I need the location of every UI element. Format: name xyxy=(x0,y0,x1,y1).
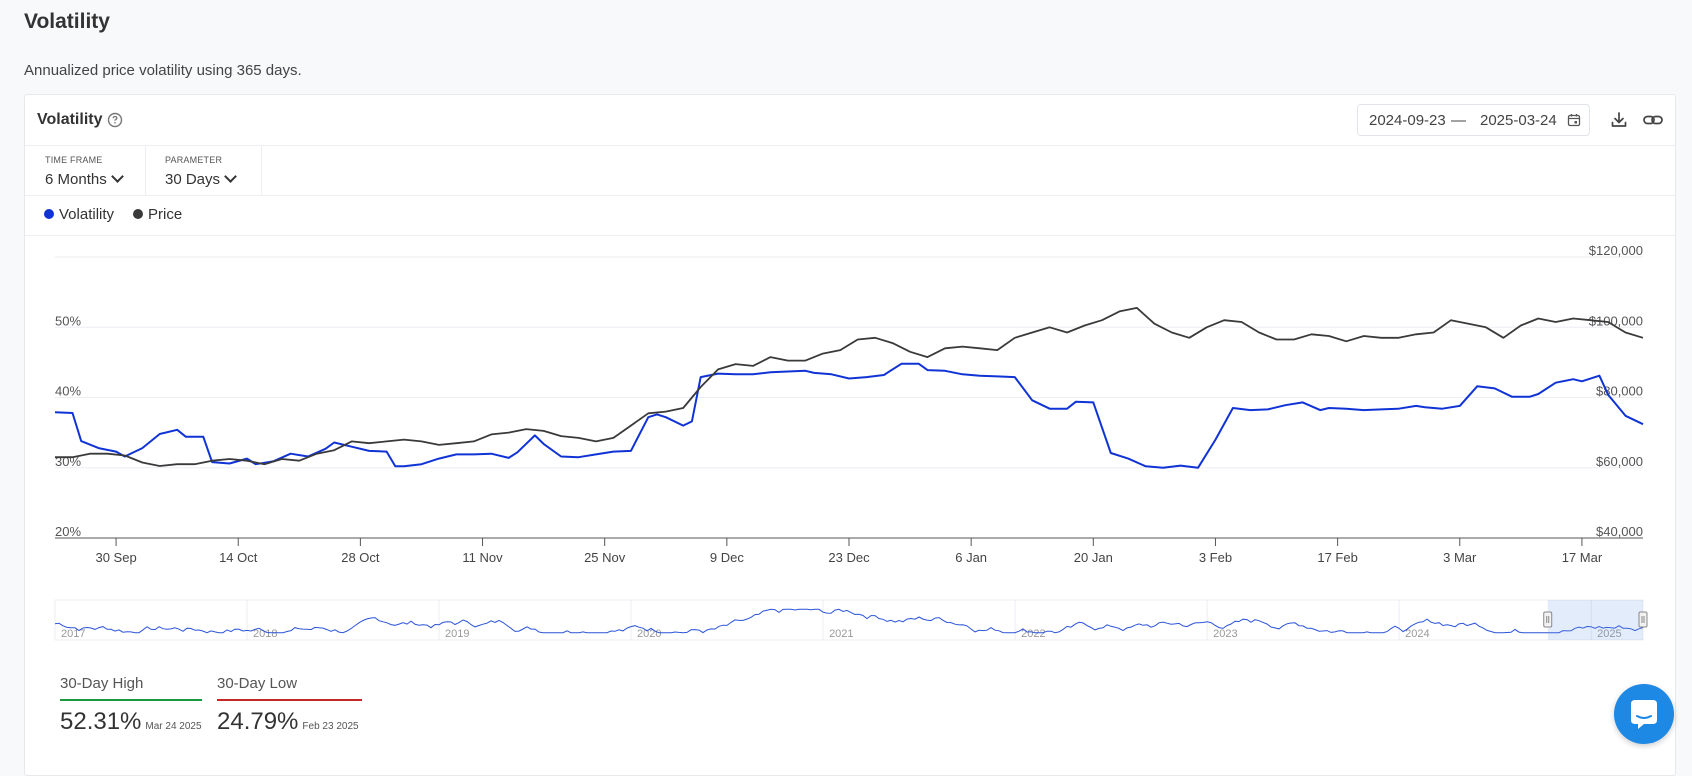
timeframe-label: TIME FRAME xyxy=(45,155,103,165)
x-tick-label: 14 Oct xyxy=(219,550,258,565)
date-range-picker[interactable]: 2024-09-23 — 2025-03-24 xyxy=(1357,104,1590,136)
y-right-tick-label: $40,000 xyxy=(1596,524,1643,539)
stat-low-underline xyxy=(217,699,362,701)
card-header: Volatility 2024-09-23 — 2025-03-24 xyxy=(25,95,1675,146)
chat-button[interactable] xyxy=(1614,684,1674,744)
chart-legend: Volatility Price xyxy=(25,195,1675,236)
stat-high-underline xyxy=(60,699,202,701)
navigator-year-label: 2018 xyxy=(253,628,277,640)
y-right-tick-label: $120,000 xyxy=(1589,243,1643,258)
stat-low-value: 24.79% xyxy=(217,708,299,735)
legend-item-price[interactable]: Price xyxy=(133,206,182,223)
legend-label-price: Price xyxy=(148,206,183,223)
y-axis-right: $40,000$60,000$80,000$100,000$120,000 xyxy=(1589,243,1643,539)
navigator-handle[interactable] xyxy=(1543,611,1553,628)
stat-high-label: 30-Day High xyxy=(60,675,144,692)
x-tick-label: 3 Feb xyxy=(1199,550,1232,565)
range-navigator[interactable]: 201720182019202020212022202320242025 xyxy=(54,599,1648,641)
stat-high: 30-Day High 52.31% Mar 24 2025 xyxy=(60,675,202,736)
help-icon[interactable] xyxy=(105,110,125,130)
timeframe-select[interactable]: 6 Months xyxy=(45,170,124,188)
navigator-handle[interactable] xyxy=(1638,611,1648,628)
stat-low-date: Feb 23 2025 xyxy=(302,721,359,732)
navigator-series-line xyxy=(54,608,1644,634)
chart-series xyxy=(54,307,1644,469)
legend-dot-volatility xyxy=(44,209,54,219)
chat-icon xyxy=(1631,700,1657,729)
x-tick-label: 25 Nov xyxy=(584,550,626,565)
legend-dot-price xyxy=(133,209,143,219)
date-separator: — xyxy=(1451,112,1466,129)
x-tick-label: 20 Jan xyxy=(1074,550,1113,565)
stat-low: 30-Day Low 24.79% Feb 23 2025 xyxy=(217,675,362,736)
navigator-handle-grip xyxy=(1638,611,1648,628)
y-right-tick-label: $60,000 xyxy=(1596,454,1643,469)
download-icon[interactable] xyxy=(1609,110,1629,130)
timeframe-control[interactable]: TIME FRAME 6 Months xyxy=(25,145,146,195)
volatility-chart: 20%30%40%50% $40,000$60,000$80,000$100,0… xyxy=(54,243,1648,641)
series-line-price xyxy=(55,307,1644,467)
x-tick-label: 9 Dec xyxy=(710,550,744,565)
navigator-year-label: 2017 xyxy=(61,628,85,640)
x-axis: 30 Sep 14 Oct 28 Oct 11 Nov 25 Nov 9 Dec 23 De… xyxy=(95,538,1603,565)
x-tick-label: 23 Dec xyxy=(828,550,870,565)
legend-item-volatility[interactable]: Volatility xyxy=(44,206,114,223)
navigator-year-label: 2025 xyxy=(1597,628,1621,640)
navigator-year-label: 2022 xyxy=(1021,628,1045,640)
stat-high-date: Mar 24 2025 xyxy=(145,721,202,732)
date-from[interactable]: 2024-09-23 xyxy=(1369,112,1446,129)
chart-gridlines xyxy=(55,256,1643,539)
chart-controls: TIME FRAME 6 Months PARAMETER 30 Days xyxy=(25,145,1675,196)
parameter-value: 30 Days xyxy=(165,171,221,188)
link-icon[interactable] xyxy=(1642,110,1664,130)
page-description: Annualized price volatility using 365 da… xyxy=(24,62,302,79)
x-tick-label: 17 Feb xyxy=(1317,550,1357,565)
parameter-control[interactable]: PARAMETER 30 Days xyxy=(145,145,262,195)
parameter-label: PARAMETER xyxy=(165,155,223,165)
date-to[interactable]: 2025-03-24 xyxy=(1480,112,1557,129)
timeframe-value: 6 Months xyxy=(45,171,107,188)
card-title: Volatility xyxy=(37,111,103,128)
y-left-tick-label: 50% xyxy=(55,313,81,328)
volatility-card: Volatility 2024-09-23 — 2025-03-24 xyxy=(24,94,1676,776)
legend-label-volatility: Volatility xyxy=(59,206,115,223)
x-tick-label: 17 Mar xyxy=(1562,550,1603,565)
x-tick-label: 3 Mar xyxy=(1443,550,1477,565)
page-title: Volatility xyxy=(24,10,110,33)
navigator-year-label: 2021 xyxy=(829,628,853,640)
x-tick-label: 6 Jan xyxy=(955,550,987,565)
navigator-frame xyxy=(54,599,1644,641)
stat-low-label: 30-Day Low xyxy=(217,675,298,692)
series-line-volatility xyxy=(54,362,1644,469)
navigator-year-label: 2023 xyxy=(1213,628,1237,640)
navigator-handle-grip xyxy=(1543,611,1553,628)
x-tick-label: 11 Nov xyxy=(462,550,503,565)
calendar-icon[interactable] xyxy=(1567,113,1581,127)
navigator-selection xyxy=(1547,600,1643,640)
y-left-tick-label: 40% xyxy=(55,384,81,399)
parameter-select[interactable]: 30 Days xyxy=(165,170,237,188)
navigator-year-label: 2024 xyxy=(1405,628,1429,640)
stat-high-value: 52.31% xyxy=(60,708,142,735)
x-tick-label: 30 Sep xyxy=(95,550,136,565)
y-right-tick-label: $100,000 xyxy=(1589,313,1643,328)
y-left-tick-label: 20% xyxy=(55,524,81,539)
navigator-year-label: 2019 xyxy=(445,628,469,640)
x-tick-label: 28 Oct xyxy=(341,550,380,565)
